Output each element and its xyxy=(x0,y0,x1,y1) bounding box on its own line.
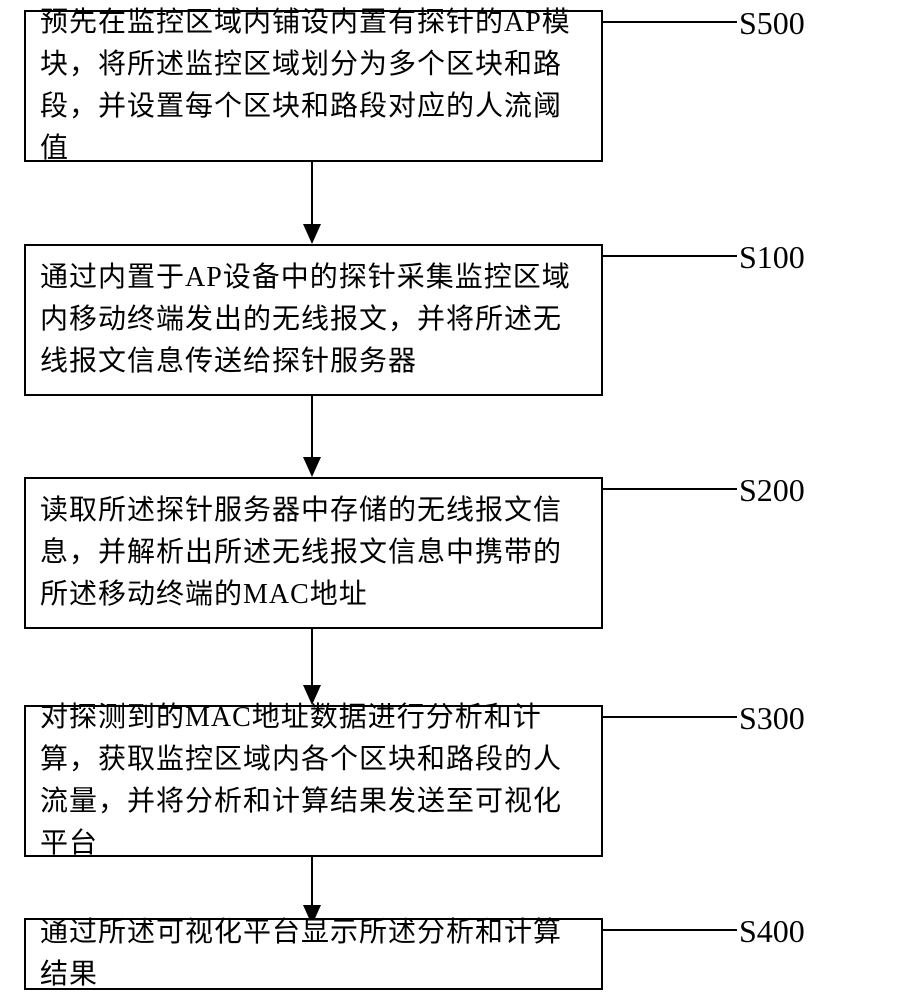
label-connector xyxy=(603,484,737,494)
node-label-s100: S100 xyxy=(739,239,805,276)
arrow-line xyxy=(311,396,313,457)
node-text: 读取所述探针服务器中存储的无线报文信息，并解析出所述无线报文信息中携带的所述移动… xyxy=(40,490,587,616)
arrow-line xyxy=(311,629,313,685)
flowchart-node-s200: 读取所述探针服务器中存储的无线报文信息，并解析出所述无线报文信息中携带的所述移动… xyxy=(24,477,603,629)
node-label-s200: S200 xyxy=(739,472,805,509)
node-text: 通过所述可视化平台显示所述分析和计算结果 xyxy=(40,912,587,996)
label-connector xyxy=(603,712,737,722)
flowchart-node-s400: 通过所述可视化平台显示所述分析和计算结果 xyxy=(24,918,603,990)
node-label-s400: S400 xyxy=(739,913,805,950)
node-text: 对探测到的MAC地址数据进行分析和计算，获取监控区域内各个区块和路段的人流量，并… xyxy=(40,697,587,865)
flowchart-node-s300: 对探测到的MAC地址数据进行分析和计算，获取监控区域内各个区块和路段的人流量，并… xyxy=(24,705,603,857)
arrow-line xyxy=(311,162,313,224)
node-text: 预先在监控区域内铺设内置有探针的AP模块，将所述监控区域划分为多个区块和路段，并… xyxy=(40,2,587,170)
arrow-head-icon xyxy=(303,224,321,244)
label-connector xyxy=(603,17,737,27)
label-connector xyxy=(603,251,737,261)
node-label-s300: S300 xyxy=(739,700,805,737)
node-text: 通过内置于AP设备中的探针采集监控区域内移动终端发出的无线报文，并将所述无线报文… xyxy=(40,257,587,383)
flowchart-node-s100: 通过内置于AP设备中的探针采集监控区域内移动终端发出的无线报文，并将所述无线报文… xyxy=(24,244,603,396)
label-connector xyxy=(603,925,737,935)
flowchart-node-s500: 预先在监控区域内铺设内置有探针的AP模块，将所述监控区域划分为多个区块和路段，并… xyxy=(24,10,603,162)
node-label-s500: S500 xyxy=(739,5,805,42)
arrow-line xyxy=(311,857,313,905)
arrow-head-icon xyxy=(303,457,321,477)
